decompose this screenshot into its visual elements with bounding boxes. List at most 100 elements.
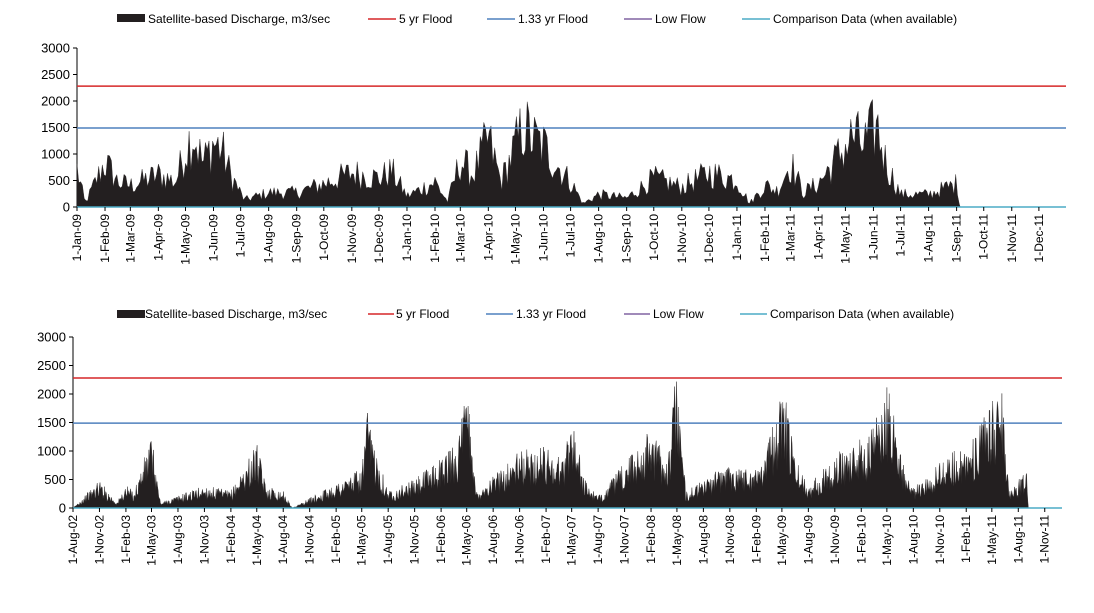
y-tick-label: 0: [63, 200, 70, 215]
x-tick-label: 1-Aug-09: [262, 214, 276, 264]
legend-swatch-discharge: [117, 310, 145, 318]
x-tick-label: 1-Jan-10: [400, 214, 414, 262]
discharge-area: [72, 381, 1029, 509]
x-tick-label: 1-Oct-09: [317, 214, 331, 261]
x-tick-label: 1-Feb-08: [644, 515, 658, 564]
x-tick-label: 1-May-10: [880, 515, 894, 566]
x-tick-label: 1-Aug-11: [922, 214, 936, 263]
legend-bottom: Satellite-based Discharge, m3/sec 5 yr F…: [117, 307, 954, 321]
x-tick-label: 1-Nov-06: [513, 515, 527, 565]
x-tick-label: 1-Oct-10: [647, 214, 661, 261]
x-tick-label: 1-Nov-11: [1005, 214, 1019, 263]
plot-top: 0 500 1000 1500 2000 2500 3000 1-Jan-09 1-Feb-09…: [41, 41, 1066, 265]
y-tick-label: 500: [48, 173, 70, 188]
x-tick-label: 1-Aug-03: [171, 515, 185, 565]
x-tick-label: 1-Aug-09: [801, 515, 815, 565]
x-tick-label: 1-Sep-09: [290, 214, 304, 264]
x-tick-label: 1-May-07: [565, 515, 579, 566]
legend-label-lowflow: Low Flow: [653, 307, 704, 321]
x-tick-label: 1-Nov-10: [675, 214, 689, 264]
y-tick-label: 2000: [37, 387, 66, 402]
x-tick-label: 1-May-04: [250, 515, 264, 566]
y-tick-label: 0: [59, 501, 66, 516]
x-tick-label: 1-Feb-05: [329, 515, 343, 564]
x-tick-label: 1-Aug-05: [381, 515, 395, 565]
x-tick-label: 1-Nov-09: [345, 214, 359, 264]
x-tick-label: 1-Apr-09: [151, 214, 165, 261]
x-tick-label: 1-Nov-11: [1038, 515, 1052, 564]
x-tick-label: 1-Sep-11: [950, 214, 964, 263]
x-tick-label: 1-Dec-11: [1032, 214, 1046, 263]
y-tick-label: 1500: [37, 415, 66, 430]
x-tick-label: 1-May-03: [145, 515, 159, 566]
x-tick-label: 1-Jun-10: [537, 214, 551, 262]
legend-label-comparison: Comparison Data (when available): [770, 307, 954, 321]
x-tick-label: 1-Aug-10: [592, 214, 606, 264]
y-tick-label: 500: [44, 472, 66, 487]
y-tick-label: 3000: [41, 41, 70, 56]
x-tick-label: 1-Feb-10: [854, 515, 868, 564]
x-tick-label: 1-Apr-11: [811, 214, 825, 260]
x-tick-label: 1-Nov-08: [723, 515, 737, 565]
x-tick-label: 1-Nov-09: [828, 515, 842, 565]
x-tick-label: 1-Aug-06: [486, 515, 500, 565]
x-tick-label: 1-Jul-10: [564, 214, 578, 258]
legend-label-flood5: 5 yr Flood: [396, 307, 449, 321]
x-tick-label: 1-Mar-10: [453, 214, 467, 263]
x-tick-label: 1-Dec-10: [702, 214, 716, 264]
x-tick-label: 1-Dec-09: [372, 214, 386, 264]
y-tick-label: 1000: [37, 444, 66, 459]
x-tick-label: 1-Nov-05: [408, 515, 422, 565]
y-tick-label: 1500: [41, 120, 70, 135]
legend-top: Satellite-based Discharge, m3/sec 5 yr F…: [117, 12, 957, 26]
x-tick-label: 1-May-05: [355, 515, 369, 566]
x-tick-label: 1-May-09: [775, 515, 789, 566]
x-tick-label: 1-Jun-09: [207, 214, 221, 262]
x-tick-label: 1-Nov-07: [618, 515, 632, 565]
x-tick-label: 1-May-08: [670, 515, 684, 566]
legend-label-discharge: Satellite-based Discharge, m3/sec: [148, 12, 330, 26]
x-tick-label: 1-Aug-04: [276, 515, 290, 565]
legend-label-flood5: 5 yr Flood: [399, 12, 452, 26]
x-tick-label: 1-Oct-11: [977, 214, 991, 260]
x-tick-label: 1-Apr-10: [481, 214, 495, 261]
x-tick-label: 1-Mar-09: [123, 214, 137, 263]
legend-label-lowflow: Low Flow: [655, 12, 706, 26]
legend-swatch-discharge: [117, 14, 145, 22]
x-tick-label: 1-Feb-03: [119, 515, 133, 564]
x-tick-label: 1-May-10: [509, 214, 523, 265]
x-tick-label: 1-Mar-11: [783, 214, 797, 262]
x-tick-label: 1-Aug-10: [906, 515, 920, 565]
legend-label-flood133: 1.33 yr Flood: [516, 307, 586, 321]
x-tick-label: 1-Nov-04: [303, 515, 317, 565]
legend-label-flood133: 1.33 yr Flood: [518, 12, 588, 26]
x-tick-label: 1-May-11: [985, 515, 999, 565]
y-tick-label: 1000: [41, 147, 70, 162]
legend-label-discharge: Satellite-based Discharge, m3/sec: [145, 307, 327, 321]
x-tick-label: 1-May-09: [179, 214, 193, 265]
x-tick-label: 1-Jan-09: [70, 214, 84, 262]
y-tick-label: 2000: [41, 94, 70, 109]
x-tick-label: 1-Jun-11: [866, 214, 880, 261]
x-tick-label: 1-Nov-02: [93, 515, 107, 565]
x-tick-label: 1-Jul-09: [234, 214, 248, 258]
y-tick-label: 2500: [41, 67, 70, 82]
x-tick-label: 1-Aug-07: [591, 515, 605, 565]
x-tick-label: 1-Feb-11: [959, 515, 973, 563]
x-tick-label: 1-May-06: [460, 515, 474, 566]
x-tick-label: 1-Feb-11: [758, 214, 772, 262]
y-tick-label: 2500: [37, 358, 66, 373]
plot-bottom: 0 500 1000 1500 2000 2500 3000 1-Aug-02 1-Nov-02…: [37, 330, 1062, 566]
x-tick-label: 1-Feb-07: [539, 515, 553, 564]
x-tick-label: 1-May-11: [838, 214, 852, 264]
x-tick-label: 1-Feb-09: [749, 515, 763, 564]
x-tick-label: 1-Feb-04: [224, 515, 238, 564]
y-tick-label: 3000: [37, 330, 66, 345]
x-tick-label: 1-Nov-10: [933, 515, 947, 565]
x-tick-label: 1-Aug-08: [696, 515, 710, 565]
x-tick-label: 1-Feb-10: [428, 214, 442, 263]
x-tick-label: 1-Nov-03: [197, 515, 211, 565]
x-tick-label: 1-Jul-11: [894, 214, 908, 257]
